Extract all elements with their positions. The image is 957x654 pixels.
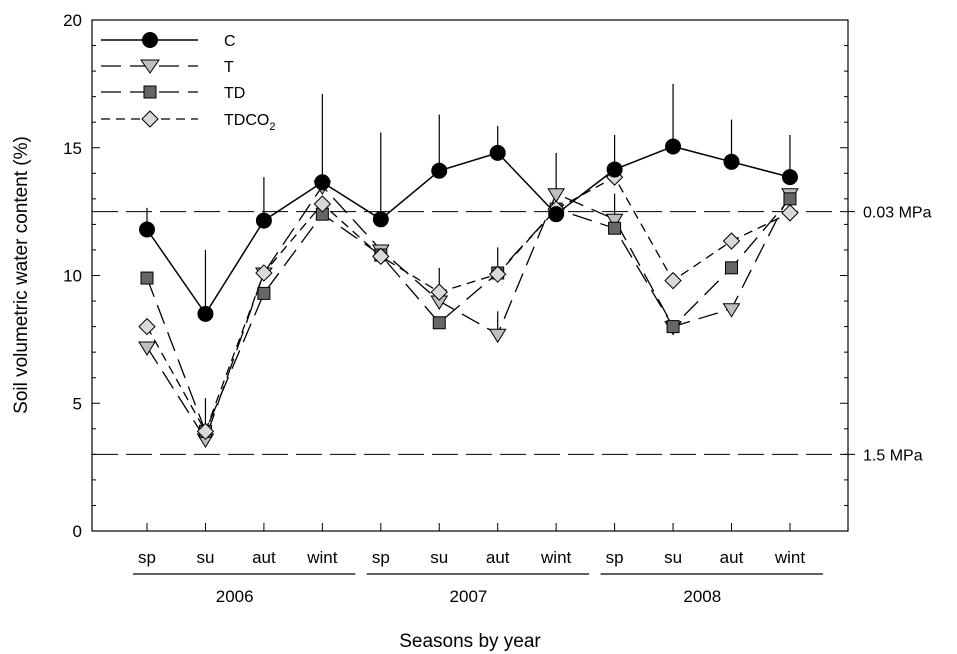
x-tick-label: sp — [372, 548, 390, 567]
series — [138, 83, 799, 448]
series-t — [138, 152, 799, 448]
x-tick-label: sp — [606, 548, 624, 567]
data-point — [489, 144, 506, 161]
data-point — [255, 264, 273, 282]
data-point — [488, 265, 507, 283]
data-point — [140, 271, 154, 285]
data-point — [314, 174, 331, 191]
x-tick-label: su — [664, 548, 682, 567]
data-point — [605, 213, 624, 229]
x-tick-label: aut — [486, 548, 510, 567]
reference-line-label: 1.5 MPa — [863, 447, 923, 464]
y-tick-label: 5 — [73, 394, 82, 413]
data-point — [722, 232, 741, 250]
legend-label-t: T — [224, 59, 234, 76]
x-tick-label: aut — [252, 548, 276, 567]
x-tick-label: su — [430, 548, 448, 567]
x-tick-label: su — [196, 548, 214, 567]
legend: C T TD TDCO2 — [101, 32, 275, 133]
data-point — [255, 212, 272, 229]
data-point — [664, 271, 682, 290]
data-point — [781, 169, 798, 186]
data-point — [138, 341, 156, 356]
data-point — [488, 328, 507, 344]
data-point — [725, 261, 738, 275]
data-point — [608, 221, 622, 235]
series-line — [146, 185, 791, 441]
x-tick-label: sp — [138, 548, 156, 567]
legend-label-td: TD — [224, 85, 245, 102]
axes — [91, 19, 849, 575]
x-tick-label: wint — [306, 548, 338, 567]
data-point — [781, 204, 799, 222]
x-axis-title: Seasons by year — [399, 631, 541, 652]
data-point — [723, 153, 740, 170]
group-label: 2007 — [450, 587, 488, 606]
x-tick-label: wint — [774, 548, 806, 567]
y-tick-label: 10 — [63, 267, 82, 286]
legend-label-c: C — [224, 33, 236, 50]
data-point — [547, 188, 566, 203]
data-point — [139, 221, 155, 238]
group-label: 2008 — [683, 587, 721, 606]
series-td — [140, 192, 797, 438]
y-axis-title: Soil volumetric water content (%) — [11, 136, 32, 414]
y-tick-label: 15 — [63, 139, 82, 158]
data-point — [665, 138, 682, 155]
data-point — [431, 162, 448, 179]
data-point — [372, 211, 389, 228]
x-tick-label: wint — [540, 548, 572, 567]
data-point — [197, 305, 214, 322]
series-tdco2 — [138, 168, 799, 441]
labels: 0 5 10 15 20 sp su aut wint sp su aut wint sp su aut win… — [11, 11, 805, 652]
data-point — [196, 422, 215, 441]
series-line — [146, 176, 791, 433]
data-point — [722, 303, 741, 318]
data-point — [783, 192, 797, 206]
data-point — [666, 320, 680, 334]
data-point — [372, 247, 390, 266]
y-tick-label: 20 — [63, 11, 82, 30]
data-point — [548, 206, 565, 223]
reference-lines: 0.03 MPa 1.5 MPa — [92, 205, 932, 464]
x-tick-label: aut — [720, 548, 744, 567]
series-c — [139, 83, 798, 322]
group-label: 2006 — [216, 587, 254, 606]
data-point — [606, 161, 623, 178]
legend-label-tdco2: TDCO2 — [224, 112, 275, 133]
data-point — [257, 286, 271, 300]
data-point — [430, 283, 448, 301]
series-line — [146, 198, 791, 434]
data-point — [432, 316, 446, 330]
data-point — [138, 317, 156, 336]
series-line — [146, 145, 791, 316]
reference-line-label: 0.03 MPa — [863, 205, 932, 222]
data-point — [313, 195, 332, 213]
y-tick-label: 0 — [73, 522, 82, 541]
